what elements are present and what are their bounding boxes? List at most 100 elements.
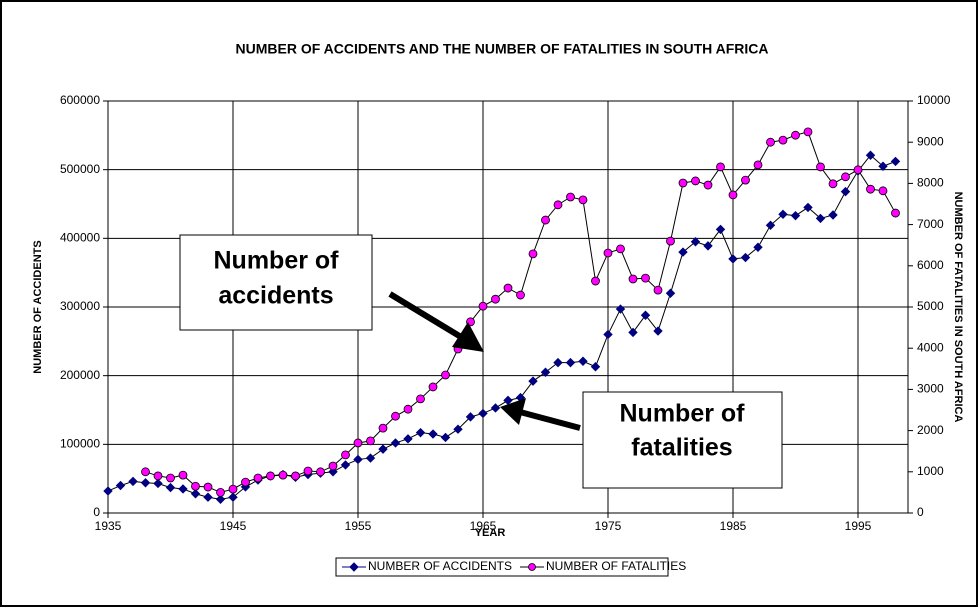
marker bbox=[428, 429, 438, 439]
marker bbox=[653, 285, 663, 295]
annotation-arrow bbox=[519, 409, 581, 431]
marker bbox=[465, 412, 476, 422]
marker bbox=[403, 434, 413, 444]
legend-label: NUMBER OF FATALITIES bbox=[546, 559, 686, 573]
marker bbox=[349, 562, 359, 572]
marker bbox=[553, 200, 563, 210]
marker bbox=[716, 162, 725, 172]
marker bbox=[378, 444, 388, 454]
marker bbox=[453, 424, 463, 434]
marker bbox=[528, 249, 538, 259]
x-tick-label: 1995 bbox=[845, 519, 872, 533]
marker bbox=[278, 470, 288, 480]
marker bbox=[378, 423, 388, 433]
marker bbox=[553, 357, 563, 368]
marker bbox=[866, 184, 875, 194]
marker bbox=[391, 411, 400, 421]
marker bbox=[390, 438, 401, 448]
marker bbox=[841, 172, 850, 182]
marker bbox=[803, 202, 813, 213]
marker bbox=[690, 237, 701, 247]
marker bbox=[778, 135, 788, 145]
marker bbox=[678, 247, 688, 257]
marker bbox=[753, 242, 763, 252]
marker bbox=[478, 301, 488, 311]
y2-tick-label: 7000 bbox=[917, 217, 944, 231]
y2-tick-label: 9000 bbox=[917, 134, 944, 148]
marker bbox=[540, 367, 551, 377]
x-tick-label: 1975 bbox=[595, 519, 622, 533]
marker bbox=[853, 165, 863, 175]
y-tick-label: 0 bbox=[93, 505, 100, 519]
marker bbox=[115, 480, 126, 491]
marker bbox=[190, 489, 201, 499]
marker bbox=[415, 427, 426, 438]
marker bbox=[641, 273, 650, 283]
series-layer bbox=[103, 127, 901, 504]
plot-frame bbox=[107, 100, 909, 514]
x-tick-label: 1945 bbox=[220, 519, 247, 533]
annotation: Number of fatalities bbox=[500, 391, 783, 489]
marker bbox=[403, 404, 413, 414]
marker bbox=[666, 236, 675, 246]
marker bbox=[865, 150, 876, 160]
marker bbox=[140, 478, 151, 488]
marker bbox=[503, 283, 513, 293]
annotation-arrowhead bbox=[452, 322, 484, 352]
marker bbox=[541, 215, 550, 225]
marker bbox=[316, 467, 325, 477]
marker bbox=[191, 481, 200, 491]
marker bbox=[828, 210, 838, 220]
marker bbox=[516, 290, 525, 300]
y-axis-title: NUMBER OF ACCIDENTS bbox=[32, 240, 44, 373]
y2-tick-label: 4000 bbox=[917, 340, 944, 354]
y2-tick-label: 6000 bbox=[917, 258, 944, 272]
marker bbox=[528, 563, 536, 571]
marker bbox=[103, 486, 113, 496]
marker bbox=[366, 436, 375, 446]
marker bbox=[228, 484, 238, 494]
marker bbox=[266, 471, 275, 481]
marker bbox=[565, 357, 576, 368]
marker bbox=[703, 241, 713, 251]
marker bbox=[178, 484, 188, 494]
marker bbox=[215, 494, 226, 504]
legend-label: NUMBER OF ACCIDENTS bbox=[368, 559, 512, 573]
y-tick-label: 600000 bbox=[60, 93, 100, 107]
x-tick-label: 1965 bbox=[470, 519, 497, 533]
annotation-box bbox=[582, 391, 783, 489]
x-tick-label: 1955 bbox=[345, 519, 372, 533]
marker bbox=[653, 326, 663, 336]
marker bbox=[203, 492, 213, 502]
annotation-arrow bbox=[388, 291, 468, 343]
marker bbox=[341, 450, 350, 460]
marker bbox=[816, 162, 825, 172]
marker bbox=[440, 432, 451, 443]
x-tick-label: 1935 bbox=[95, 519, 122, 533]
marker bbox=[815, 213, 826, 224]
marker bbox=[741, 175, 750, 185]
marker bbox=[878, 186, 888, 196]
marker bbox=[241, 477, 250, 487]
annotation-text: fatalities bbox=[631, 434, 732, 462]
marker bbox=[791, 130, 800, 140]
y2-tick-label: 3000 bbox=[917, 382, 944, 396]
marker bbox=[640, 310, 651, 320]
marker bbox=[803, 127, 813, 137]
marker bbox=[153, 478, 163, 489]
marker bbox=[528, 376, 538, 386]
marker bbox=[590, 362, 601, 372]
legend-box bbox=[335, 557, 669, 577]
marker bbox=[728, 190, 738, 200]
y-tick-label: 100000 bbox=[60, 437, 100, 451]
marker bbox=[828, 179, 838, 189]
marker bbox=[228, 492, 238, 502]
marker bbox=[153, 471, 163, 481]
y2-tick-label: 10000 bbox=[917, 93, 951, 107]
marker bbox=[778, 209, 788, 220]
y2-axis-title: NUMBER OF FATALITIES IN SOUTH AFRICA bbox=[952, 192, 964, 423]
marker bbox=[578, 356, 588, 366]
marker bbox=[603, 329, 613, 340]
marker bbox=[141, 467, 150, 477]
